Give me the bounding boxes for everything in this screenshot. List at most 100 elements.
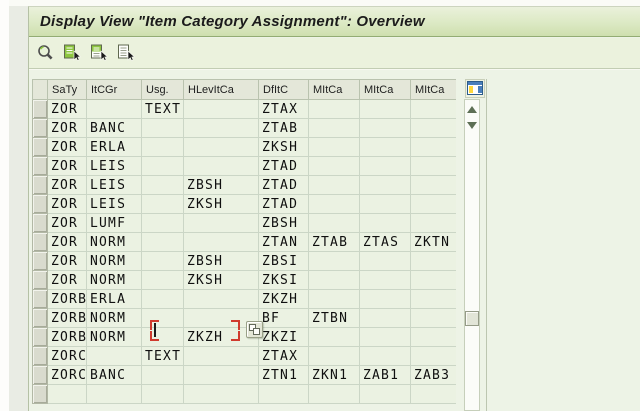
cell-dfitc[interactable]: ZTAB xyxy=(258,118,309,138)
cell-mitca-3[interactable] xyxy=(410,270,456,290)
cell-saty[interactable]: ZOR xyxy=(47,137,87,157)
cell-dfitc[interactable]: ZTAD xyxy=(258,175,309,195)
cell-usg[interactable] xyxy=(141,384,184,404)
cell-itcgr[interactable]: BANC xyxy=(86,118,142,138)
cell-mitca-3[interactable] xyxy=(410,289,456,309)
cell-mitca-3[interactable] xyxy=(410,308,456,328)
column-header-mitca-2[interactable]: MItCa xyxy=(359,79,411,100)
cell-usg[interactable] xyxy=(141,175,184,195)
cell-saty[interactable] xyxy=(47,384,87,404)
cell-saty[interactable]: ZORB xyxy=(47,289,87,309)
cell-usg[interactable] xyxy=(141,213,184,233)
cell-mitca-1[interactable] xyxy=(308,175,360,195)
selector-column-header[interactable] xyxy=(32,79,48,100)
cell-saty[interactable]: ZORC xyxy=(47,346,87,366)
row-selector[interactable] xyxy=(32,289,48,309)
row-selector[interactable] xyxy=(32,270,48,290)
cell-dfitc[interactable]: ZKSH xyxy=(258,137,309,157)
cell-mitca-3[interactable] xyxy=(410,118,456,138)
value-help-button[interactable] xyxy=(246,321,263,338)
cell-itcgr[interactable]: NORM xyxy=(86,327,142,347)
cell-mitca-1[interactable] xyxy=(308,384,360,404)
cell-usg[interactable] xyxy=(141,327,184,347)
cell-usg[interactable]: TEXT xyxy=(141,346,184,366)
cell-usg[interactable] xyxy=(141,232,184,252)
cell-mitca-1[interactable] xyxy=(308,156,360,176)
cell-hlevitca[interactable] xyxy=(183,289,259,309)
cell-mitca-3[interactable] xyxy=(410,175,456,195)
cell-dfitc[interactable] xyxy=(258,384,309,404)
cell-mitca-3[interactable] xyxy=(410,194,456,214)
cell-hlevitca[interactable] xyxy=(183,156,259,176)
cell-itcgr[interactable]: LEIS xyxy=(86,194,142,214)
cell-saty[interactable]: ZORC xyxy=(47,365,87,385)
cell-saty[interactable]: ZORB xyxy=(47,308,87,328)
cell-usg[interactable]: TEXT xyxy=(141,99,184,119)
cell-mitca-1[interactable]: ZTBN xyxy=(308,308,360,328)
select-all-button[interactable] xyxy=(61,42,84,64)
cell-dfitc[interactable]: ZTAN xyxy=(258,232,309,252)
cell-mitca-3[interactable] xyxy=(410,137,456,157)
cell-mitca-3[interactable] xyxy=(410,346,456,366)
cell-mitca-1[interactable] xyxy=(308,327,360,347)
cell-saty[interactable]: ZOR xyxy=(47,99,87,119)
column-header-hlevitca[interactable]: HLevItCa xyxy=(183,79,259,100)
column-header-mitca-3[interactable]: MItCa xyxy=(410,79,456,100)
cell-hlevitca[interactable] xyxy=(183,99,259,119)
cell-saty[interactable]: ZOR xyxy=(47,118,87,138)
cell-dfitc[interactable]: ZKZI xyxy=(258,327,309,347)
row-selector[interactable] xyxy=(32,308,48,328)
cell-mitca-2[interactable]: ZAB1 xyxy=(359,365,411,385)
cell-hlevitca[interactable] xyxy=(183,137,259,157)
cell-mitca-2[interactable] xyxy=(359,194,411,214)
cell-mitca-2[interactable] xyxy=(359,289,411,309)
cell-mitca-1[interactable] xyxy=(308,251,360,271)
cell-usg[interactable] xyxy=(141,270,184,290)
cell-itcgr[interactable] xyxy=(86,346,142,366)
cell-mitca-1[interactable]: ZKN1 xyxy=(308,365,360,385)
cell-hlevitca[interactable] xyxy=(183,365,259,385)
cell-usg[interactable] xyxy=(141,137,184,157)
cell-saty[interactable]: ZOR xyxy=(47,213,87,233)
cell-usg[interactable] xyxy=(141,156,184,176)
column-header-saty[interactable]: SaTy xyxy=(47,79,87,100)
scrollbar-thumb[interactable] xyxy=(465,311,479,326)
cell-hlevitca[interactable]: ZKSH xyxy=(183,270,259,290)
column-header-mitca-1[interactable]: MItCa xyxy=(308,79,360,100)
cell-hlevitca[interactable] xyxy=(183,213,259,233)
cell-mitca-1[interactable] xyxy=(308,270,360,290)
row-selector[interactable] xyxy=(32,232,48,252)
cell-usg[interactable] xyxy=(141,365,184,385)
table-settings-button[interactable] xyxy=(465,79,485,98)
cell-mitca-2[interactable] xyxy=(359,308,411,328)
cell-dfitc[interactable]: ZTAX xyxy=(258,346,309,366)
cell-dfitc[interactable]: ZKZH xyxy=(258,289,309,309)
row-selector[interactable] xyxy=(32,365,48,385)
cell-dfitc[interactable]: ZTAX xyxy=(258,99,309,119)
cell-itcgr[interactable]: LEIS xyxy=(86,175,142,195)
cell-saty[interactable]: ZOR xyxy=(47,194,87,214)
cell-mitca-3[interactable]: ZKTN xyxy=(410,232,456,252)
cell-hlevitca[interactable]: ZBSH xyxy=(183,175,259,195)
cell-mitca-2[interactable] xyxy=(359,99,411,119)
cell-dfitc[interactable]: ZKSI xyxy=(258,270,309,290)
cell-itcgr[interactable]: LEIS xyxy=(86,156,142,176)
cell-mitca-2[interactable] xyxy=(359,118,411,138)
scroll-up-icon[interactable] xyxy=(467,106,477,113)
cell-mitca-3[interactable] xyxy=(410,327,456,347)
cell-mitca-3[interactable] xyxy=(410,213,456,233)
row-selector[interactable] xyxy=(32,156,48,176)
cell-mitca-2[interactable] xyxy=(359,346,411,366)
vertical-scrollbar[interactable] xyxy=(464,99,480,411)
cell-itcgr[interactable]: NORM xyxy=(86,308,142,328)
cell-mitca-2[interactable] xyxy=(359,213,411,233)
cell-hlevitca[interactable]: ZKSH xyxy=(183,194,259,214)
row-selector[interactable] xyxy=(32,346,48,366)
cell-mitca-3[interactable] xyxy=(410,156,456,176)
cell-mitca-1[interactable] xyxy=(308,194,360,214)
column-header-dfitc[interactable]: DfItC xyxy=(258,79,309,100)
cell-dfitc[interactable]: BF xyxy=(258,308,309,328)
cell-itcgr[interactable]: NORM xyxy=(86,251,142,271)
cell-mitca-1[interactable] xyxy=(308,137,360,157)
cell-dfitc[interactable]: ZTAD xyxy=(258,156,309,176)
